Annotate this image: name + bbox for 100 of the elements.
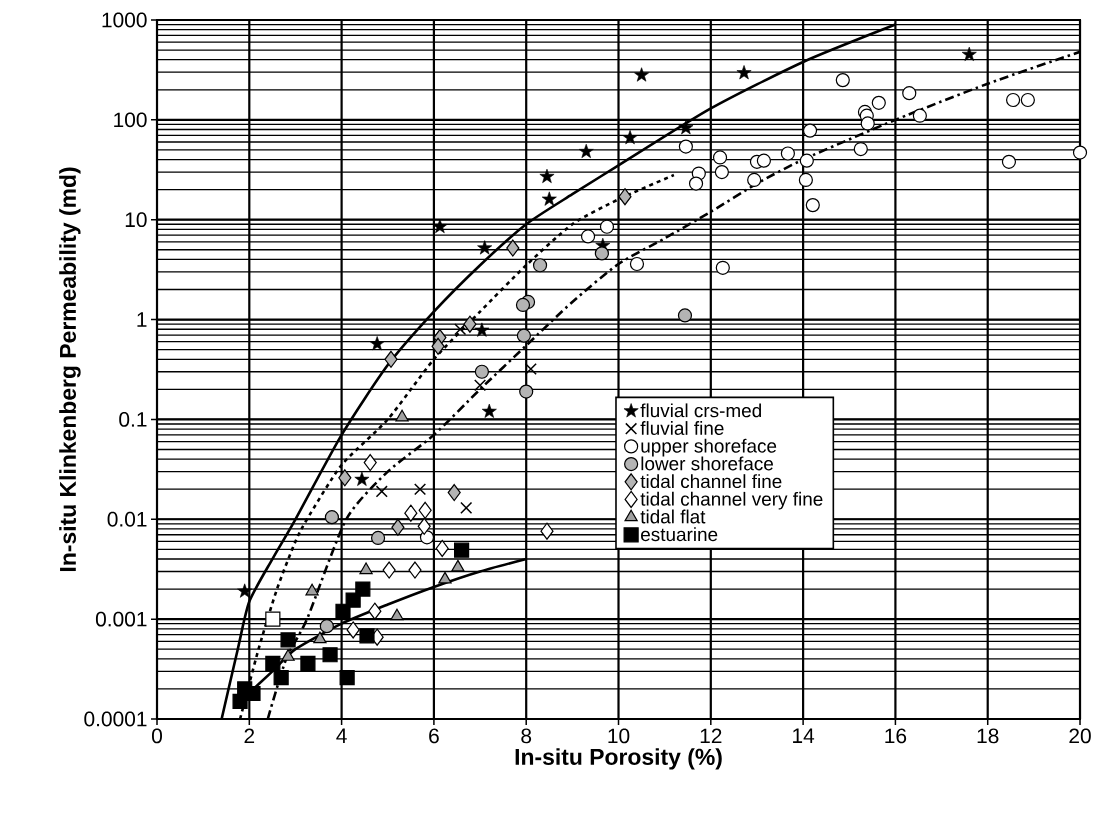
point <box>1006 92 1021 108</box>
x-tick-label: 20 <box>1069 728 1091 744</box>
point <box>369 336 385 351</box>
point <box>370 530 386 546</box>
point <box>451 559 465 572</box>
point <box>594 246 609 261</box>
x-tick-label: 10 <box>608 728 630 744</box>
point <box>1072 145 1088 160</box>
point <box>853 141 868 157</box>
point <box>237 583 253 598</box>
point <box>346 621 360 639</box>
point <box>474 364 489 379</box>
y-tick-label: 0.01 <box>107 511 147 527</box>
point <box>756 153 771 168</box>
point <box>622 130 638 145</box>
x-tick-label: 12 <box>700 728 722 744</box>
legend-label: fluvial fine <box>640 421 724 435</box>
point <box>871 95 886 110</box>
point <box>715 260 730 275</box>
legend-label: upper shoreface <box>641 438 777 457</box>
point <box>477 240 493 255</box>
point <box>1001 154 1017 169</box>
point <box>324 510 340 525</box>
point <box>447 484 461 502</box>
x-tick-label: 4 <box>336 728 347 743</box>
point <box>431 337 445 355</box>
point <box>714 164 729 180</box>
point <box>322 647 338 663</box>
point <box>435 539 449 558</box>
point <box>799 153 814 168</box>
point <box>541 191 557 206</box>
point <box>835 73 850 88</box>
y-tick-label: 0.0001 <box>84 711 147 727</box>
point <box>232 693 248 710</box>
point <box>391 518 405 536</box>
point <box>273 669 289 686</box>
point <box>481 403 497 418</box>
point <box>912 108 927 123</box>
point <box>460 501 473 514</box>
point <box>961 46 977 61</box>
point <box>390 608 404 621</box>
point <box>539 168 555 183</box>
point <box>319 619 334 634</box>
point <box>438 571 452 584</box>
point <box>368 602 382 620</box>
point <box>359 562 373 575</box>
point <box>524 362 537 376</box>
point <box>474 379 487 392</box>
y-tick-label: 1000 <box>102 12 147 28</box>
point <box>540 522 554 540</box>
x-tick-label: 18 <box>977 728 999 744</box>
point <box>580 229 596 244</box>
point <box>902 86 917 101</box>
point <box>519 384 534 399</box>
point <box>506 239 520 257</box>
point <box>677 308 693 323</box>
point <box>408 561 422 579</box>
legend-label: tidal flat <box>640 509 706 524</box>
point <box>599 219 615 234</box>
x-tick-label: 0 <box>152 728 162 744</box>
point <box>363 453 377 472</box>
point <box>736 65 752 80</box>
point <box>313 631 327 644</box>
point <box>454 323 467 336</box>
point <box>281 649 295 661</box>
point <box>860 116 875 131</box>
x-tick-label: 16 <box>885 728 907 744</box>
point <box>516 328 531 343</box>
point <box>474 322 490 337</box>
point <box>532 258 548 273</box>
point <box>805 198 820 213</box>
point <box>338 469 352 487</box>
legend-label: tidal channel very fine <box>640 491 823 510</box>
point <box>414 483 427 496</box>
point <box>335 603 351 619</box>
point <box>382 561 396 579</box>
x-tick-label: 6 <box>429 728 439 744</box>
legend-label: tidal channel fine <box>640 474 782 489</box>
legend-label: fluvial crs-med <box>640 403 761 418</box>
point <box>354 471 370 486</box>
point <box>339 669 355 686</box>
point <box>678 120 694 135</box>
point <box>265 655 281 672</box>
point <box>1020 92 1035 108</box>
legend-label: estuarine <box>641 527 718 542</box>
point <box>280 632 296 648</box>
point <box>404 504 418 522</box>
point <box>798 172 813 188</box>
point <box>419 530 435 545</box>
point <box>245 685 261 702</box>
point <box>417 517 431 535</box>
y-axis-title: In-situ Klinkenberg Permeability (md) <box>59 167 81 572</box>
point <box>418 501 432 519</box>
point <box>300 655 316 672</box>
point <box>515 297 531 313</box>
point <box>395 409 409 422</box>
legend-label: lower shoreface <box>641 456 773 471</box>
point <box>629 256 645 272</box>
y-tick-label: 100 <box>114 112 147 128</box>
point <box>345 592 361 608</box>
